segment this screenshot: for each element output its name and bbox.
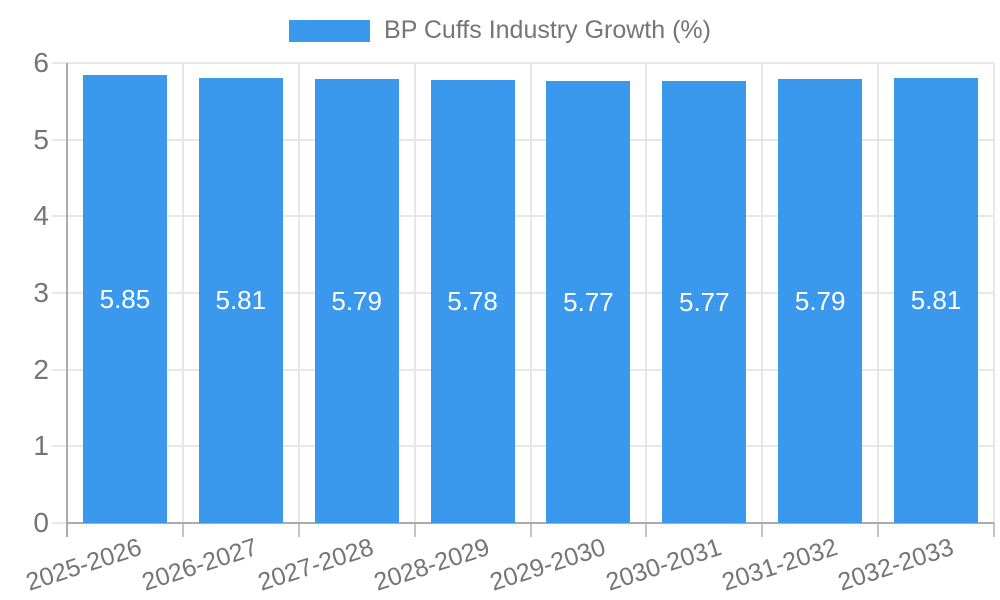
- x-axis-tick: [181, 523, 184, 537]
- bar[interactable]: 5.81: [894, 77, 979, 523]
- y-axis-tick-label: 4: [33, 200, 49, 232]
- x-axis-tick: [529, 523, 532, 537]
- y-axis-tick-label: 2: [33, 353, 49, 385]
- bar-value-label: 5.79: [794, 286, 846, 317]
- bar[interactable]: 5.81: [198, 77, 283, 523]
- x-axis-tick: [413, 523, 416, 537]
- x-axis-tick-label: 2027-2028: [254, 533, 378, 597]
- y-axis-tick-label: 1: [33, 430, 49, 462]
- x-axis-tick-label: 2030-2031: [602, 533, 725, 597]
- y-axis-tick: [52, 292, 67, 294]
- bar[interactable]: 5.85: [82, 74, 167, 523]
- bar[interactable]: 5.79: [314, 79, 399, 523]
- legend-swatch-icon: [289, 19, 371, 42]
- x-axis-tick: [761, 523, 764, 537]
- legend-label: BP Cuffs Industry Growth (%): [384, 16, 711, 44]
- y-axis-tick: [52, 62, 67, 64]
- bar-value-label: 5.79: [331, 286, 382, 317]
- bar-value-label: 5.81: [910, 285, 962, 316]
- y-axis-tick: [52, 368, 67, 371]
- x-axis-tick-label: 2026-2027: [138, 533, 262, 597]
- v-gridline: [181, 63, 184, 523]
- v-gridline: [297, 63, 300, 523]
- plot-area: 0 1 2 3 4 5 6 5.85 2025-2026 5.81 2026-2027 5.79 202…: [23, 49, 995, 597]
- x-axis-tick: [645, 523, 648, 537]
- x-axis-tick-label: 2031-2032: [718, 533, 841, 597]
- y-axis-tick-label: 0: [33, 507, 49, 538]
- v-gridline: [993, 63, 995, 523]
- x-axis-tick: [993, 523, 995, 537]
- y-axis-tick-label: 5: [33, 123, 49, 155]
- bar-value-label: 5.81: [215, 285, 267, 316]
- y-axis-tick-label: 3: [33, 277, 49, 308]
- x-axis-tick: [297, 523, 300, 537]
- v-gridline: [645, 63, 648, 523]
- bar-value-label: 5.77: [563, 286, 614, 317]
- v-gridline: [877, 63, 880, 523]
- bar[interactable]: 5.77: [662, 80, 747, 523]
- legend-item[interactable]: BP Cuffs Industry Growth (%): [289, 16, 711, 45]
- bar-value-label: 5.85: [99, 283, 151, 314]
- bar[interactable]: 5.77: [546, 80, 631, 523]
- y-axis-tick: [52, 522, 67, 524]
- bar-value-label: 5.78: [447, 286, 498, 317]
- x-axis-line: [67, 522, 994, 524]
- y-axis-tick-label: 6: [33, 47, 49, 78]
- y-axis-tick: [52, 138, 67, 141]
- v-gridline: [761, 63, 764, 523]
- chart-legend: BP Cuffs Industry Growth (%): [0, 16, 1000, 45]
- x-axis-tick: [877, 523, 880, 537]
- v-gridline: [529, 63, 532, 523]
- x-axis-tick-label: 2025-2026: [22, 533, 146, 597]
- bar-value-label: 5.77: [679, 286, 730, 317]
- v-gridline: [413, 63, 416, 523]
- y-axis-tick: [52, 215, 67, 218]
- y-axis-line: [66, 63, 68, 537]
- bar[interactable]: 5.78: [430, 79, 515, 523]
- x-axis-tick-label: 2032-2033: [834, 533, 957, 597]
- y-axis-tick: [52, 445, 67, 448]
- x-axis-tick-label: 2029-2030: [486, 533, 609, 597]
- x-axis-tick-label: 2028-2029: [370, 533, 493, 597]
- bar[interactable]: 5.79: [778, 79, 863, 523]
